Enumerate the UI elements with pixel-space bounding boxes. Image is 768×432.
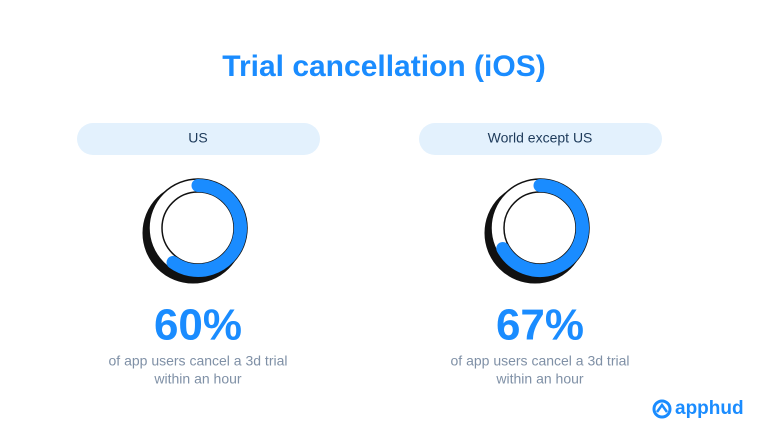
donut-inner-edge	[503, 191, 577, 265]
percent-label: 67%	[496, 301, 584, 350]
brand-logo: apphud	[652, 398, 744, 419]
donut-panel: World except US 67% of app users cancel a …	[419, 123, 662, 387]
donut-inner-edge	[161, 191, 235, 265]
donut-arc	[166, 179, 247, 277]
donut-panel: US 60% of app users cancel a 3d trial withi…	[77, 123, 320, 387]
panel-title: World except US	[488, 130, 593, 146]
percent-label: 60%	[154, 301, 242, 350]
donut-arc	[496, 179, 589, 277]
logo-icon	[652, 399, 672, 419]
caption-line: within an hour	[495, 371, 584, 387]
caption-line: of app users cancel a 3d trial	[451, 353, 630, 369]
panel-title: US	[188, 130, 207, 146]
panel-pill	[77, 123, 320, 155]
caption-line: within an hour	[153, 371, 242, 387]
page-title: Trial cancellation (iOS)	[222, 50, 545, 83]
logo-icon-mark	[655, 402, 669, 413]
panel-pill	[419, 123, 662, 155]
caption-line: of app users cancel a 3d trial	[109, 353, 288, 369]
brand-name: apphud	[675, 398, 744, 419]
